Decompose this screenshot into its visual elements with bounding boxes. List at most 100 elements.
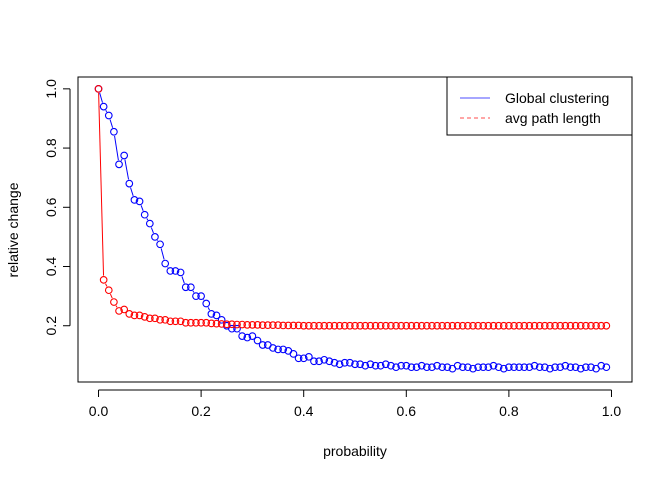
data-point — [289, 321, 298, 330]
data-point — [587, 363, 595, 372]
data-point — [366, 321, 375, 330]
data-point — [335, 321, 344, 330]
data-point — [546, 364, 554, 373]
data-point — [371, 361, 380, 370]
data-point — [320, 321, 329, 330]
data-point — [233, 324, 241, 333]
data-point — [346, 358, 354, 367]
data-point — [520, 321, 529, 330]
data-point — [479, 363, 488, 372]
data-point — [258, 321, 267, 329]
data-point — [392, 363, 400, 372]
x-axis-label: probability — [323, 443, 387, 459]
data-point — [433, 321, 441, 330]
series-segment — [98, 93, 105, 276]
legend-label: avg path length — [505, 110, 601, 126]
x-tick-label: 0.6 — [397, 403, 417, 419]
data-point — [99, 275, 108, 284]
data-point — [289, 350, 298, 358]
data-point — [171, 317, 180, 326]
series-segment — [192, 290, 195, 293]
data-point — [484, 321, 493, 330]
data-point — [171, 267, 180, 275]
data-point — [597, 361, 606, 370]
data-point — [510, 363, 518, 372]
data-point — [489, 361, 498, 370]
data-point — [592, 321, 600, 330]
data-point — [187, 318, 195, 327]
data-point — [525, 321, 534, 330]
series-segment — [150, 227, 154, 234]
data-point — [453, 321, 462, 330]
data-point — [181, 283, 190, 292]
x-tick-label: 0.2 — [191, 403, 211, 419]
data-point — [571, 321, 580, 330]
data-point — [192, 318, 200, 327]
data-point — [602, 321, 611, 330]
data-point — [248, 332, 257, 340]
data-point — [156, 315, 164, 324]
data-point — [340, 321, 349, 330]
data-point — [469, 364, 477, 373]
data-point — [330, 358, 339, 367]
data-point — [217, 315, 226, 324]
data-point — [304, 321, 313, 330]
data-point — [479, 321, 488, 330]
data-point — [166, 267, 175, 275]
series-segment — [109, 119, 114, 128]
data-point — [371, 321, 380, 330]
data-point — [351, 321, 359, 330]
data-point — [381, 321, 390, 330]
data-point — [484, 363, 493, 372]
data-point — [474, 363, 482, 372]
data-point — [581, 321, 590, 330]
data-point — [443, 321, 452, 330]
data-point — [125, 310, 134, 318]
data-point — [94, 84, 103, 93]
data-point — [464, 321, 472, 330]
data-point — [499, 321, 508, 330]
y-tick-label: 0.8 — [43, 138, 59, 158]
data-point — [187, 283, 195, 292]
series-global-clustering — [94, 84, 611, 373]
data-point — [161, 315, 170, 324]
data-point — [176, 317, 185, 326]
data-point — [417, 361, 426, 370]
data-point — [566, 321, 575, 330]
data-point — [130, 196, 139, 204]
data-point — [525, 363, 534, 372]
data-point — [202, 318, 211, 327]
data-point — [145, 219, 154, 228]
data-point — [156, 240, 164, 249]
data-point — [402, 361, 411, 370]
data-point — [248, 320, 257, 329]
data-point — [145, 314, 154, 323]
data-point — [438, 321, 447, 330]
data-point — [402, 321, 411, 330]
data-point — [505, 363, 513, 372]
data-point — [238, 320, 246, 329]
data-point — [330, 321, 339, 330]
data-point — [571, 363, 580, 372]
data-point — [515, 363, 523, 372]
data-point — [510, 321, 518, 330]
data-point — [458, 363, 467, 372]
data-point — [176, 268, 185, 277]
data-point — [120, 305, 129, 314]
data-point — [469, 321, 477, 330]
data-point — [217, 320, 226, 328]
data-point — [597, 321, 606, 330]
data-point — [212, 311, 221, 320]
series-segment — [140, 205, 144, 211]
data-point — [140, 210, 149, 219]
data-point — [392, 321, 400, 330]
data-point — [130, 311, 139, 320]
data-point — [530, 361, 539, 370]
data-point — [474, 321, 482, 330]
y-tick-label: 0.6 — [43, 197, 59, 217]
data-point — [269, 344, 277, 352]
data-point — [104, 286, 113, 295]
data-point — [494, 321, 503, 330]
data-point — [520, 363, 529, 372]
series-segment — [207, 307, 210, 311]
